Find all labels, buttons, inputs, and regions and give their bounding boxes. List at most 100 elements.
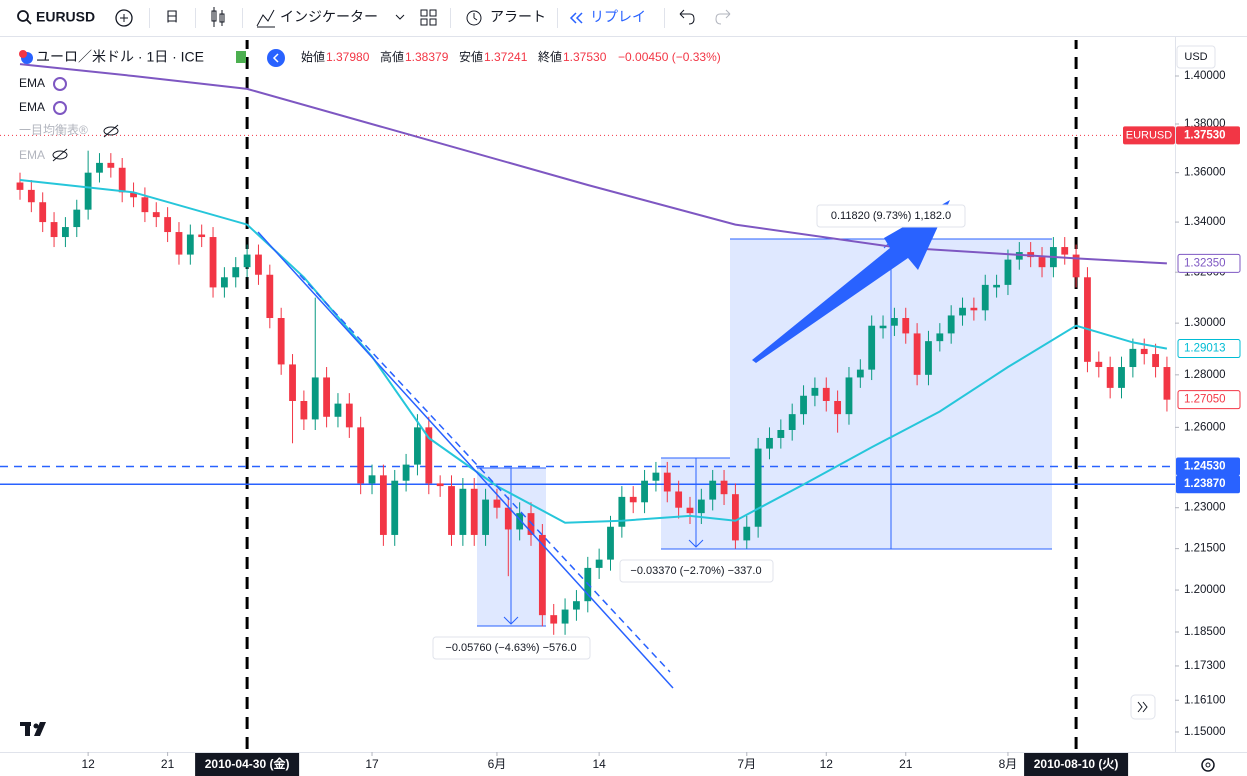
candle-body <box>981 284 989 311</box>
candle-body <box>345 403 353 428</box>
redo[interactable] <box>715 9 731 25</box>
candle-body <box>198 234 206 238</box>
measure-label: −0.05760 (−4.63%) −576.0 <box>432 636 591 660</box>
add-symbol[interactable] <box>115 9 133 27</box>
candle-body <box>50 222 58 238</box>
candle-body <box>141 197 149 213</box>
replay-badge <box>267 49 285 67</box>
ema-line <box>19 63 1167 265</box>
legend-title: ユーロ／米ドル · 1日 · ICE <box>36 49 204 65</box>
indicator-name[interactable]: 一目均衡表® <box>19 123 88 137</box>
ohlc-value: 1.37980 <box>326 50 370 64</box>
ohlc-label: 高値 <box>380 49 404 64</box>
x-tick-label: 7月 <box>737 757 756 771</box>
symbol-tag <box>1123 126 1175 145</box>
candle-body <box>811 387 819 396</box>
price-axis: 1.400001.380001.360001.340001.320001.300… <box>1175 37 1247 752</box>
x-tick-label: 17 <box>365 757 379 771</box>
candle-body <box>732 494 739 541</box>
price-label: 1.23870 <box>1184 478 1226 490</box>
symbol[interactable]: EURUSD <box>36 9 95 25</box>
alert-icon[interactable] <box>466 10 482 26</box>
x-tick-label: 14 <box>592 757 606 771</box>
hidden-icon[interactable] <box>103 124 119 138</box>
candle-body <box>482 499 489 535</box>
hidden-icon[interactable] <box>52 148 68 162</box>
indicator-icon[interactable] <box>53 101 67 115</box>
ohlc-value: 1.37530 <box>563 50 607 64</box>
candle-body <box>107 162 115 168</box>
candle-body <box>1129 348 1137 368</box>
indicators-button[interactable]: インジケーター <box>280 9 378 25</box>
indicator-name[interactable]: EMA <box>19 76 45 90</box>
candle-body <box>493 499 501 508</box>
candle-body <box>890 318 898 326</box>
indicator-icon[interactable] <box>53 77 67 91</box>
candle-body <box>39 202 47 223</box>
chart-type[interactable] <box>211 7 225 27</box>
x-tick-label: 8月 <box>999 757 1018 771</box>
candle-body <box>436 483 444 487</box>
candle-body <box>573 601 580 610</box>
symbol-search[interactable]: EURUSD <box>17 9 95 25</box>
candle-body <box>379 475 387 535</box>
ohlc-value: 1.38379 <box>405 50 449 64</box>
candle-body <box>27 189 35 203</box>
measure-text: −0.05760 (−4.63%) −576.0 <box>445 642 576 654</box>
candle-body <box>959 307 966 316</box>
x-tick-label: 12 <box>820 757 834 771</box>
candle-body <box>209 237 217 288</box>
indicator-name[interactable]: EMA <box>19 148 45 162</box>
candle-body <box>766 437 773 449</box>
candle-body <box>243 254 251 268</box>
candle-body <box>504 507 512 530</box>
candle-body <box>130 192 137 198</box>
y-tick-label: 1.26000 <box>1184 421 1226 433</box>
price-label: 1.27050 <box>1184 394 1226 406</box>
alert-button[interactable]: アラート <box>490 9 546 25</box>
indicator-name[interactable]: EMA <box>19 100 45 114</box>
interval[interactable]: 日 <box>165 9 179 25</box>
dropdown[interactable] <box>395 14 405 20</box>
candle-body <box>550 615 558 624</box>
indicators-icon[interactable] <box>256 9 275 28</box>
layouts[interactable] <box>420 9 437 26</box>
candle-body <box>629 496 637 503</box>
candle-body <box>607 526 614 560</box>
currency[interactable]: USD <box>1184 51 1207 63</box>
replay-button[interactable]: リプレイ <box>590 9 646 25</box>
candle-body <box>788 414 796 430</box>
candle-body <box>1061 247 1069 255</box>
candle-body <box>1106 367 1114 388</box>
arrow-drawing[interactable] <box>752 200 950 363</box>
undo[interactable] <box>679 9 695 25</box>
trend-line[interactable] <box>299 274 671 673</box>
trend-line[interactable] <box>257 231 674 689</box>
candle-body <box>652 472 660 481</box>
plot: EURUSD <box>0 40 1175 752</box>
candle-body <box>414 427 421 465</box>
candle-body <box>357 427 365 484</box>
settings[interactable] <box>1201 758 1215 772</box>
price-label: 1.32350 <box>1184 257 1226 269</box>
price-label-box <box>1176 457 1240 476</box>
candle-body <box>277 318 285 365</box>
candle-body <box>470 488 478 535</box>
scroll-button[interactable] <box>1130 694 1156 720</box>
candle-body <box>1004 259 1012 285</box>
candle-body <box>152 212 160 218</box>
candle-body <box>311 377 319 420</box>
ohlc-label: 始値 <box>301 49 325 64</box>
x-tick-highlight <box>195 753 300 776</box>
candle-body <box>232 267 240 278</box>
currency-button[interactable]: USD <box>1176 45 1216 69</box>
ohlc-change: −0.00450 (−0.33%) <box>618 50 721 64</box>
y-tick-label: 1.34000 <box>1184 216 1226 228</box>
candle-body <box>777 429 785 438</box>
time-axis: 12 21 2010-04-30 (金) 17 6月 14 7月 12 21 8月 2010-08-… <box>0 752 1247 776</box>
replay-icon[interactable] <box>569 12 583 24</box>
ohlc-value: 1.37241 <box>484 50 528 64</box>
measure-label: −0.03370 (−2.70%) −337.0 <box>619 559 774 583</box>
candle-body <box>800 395 807 415</box>
